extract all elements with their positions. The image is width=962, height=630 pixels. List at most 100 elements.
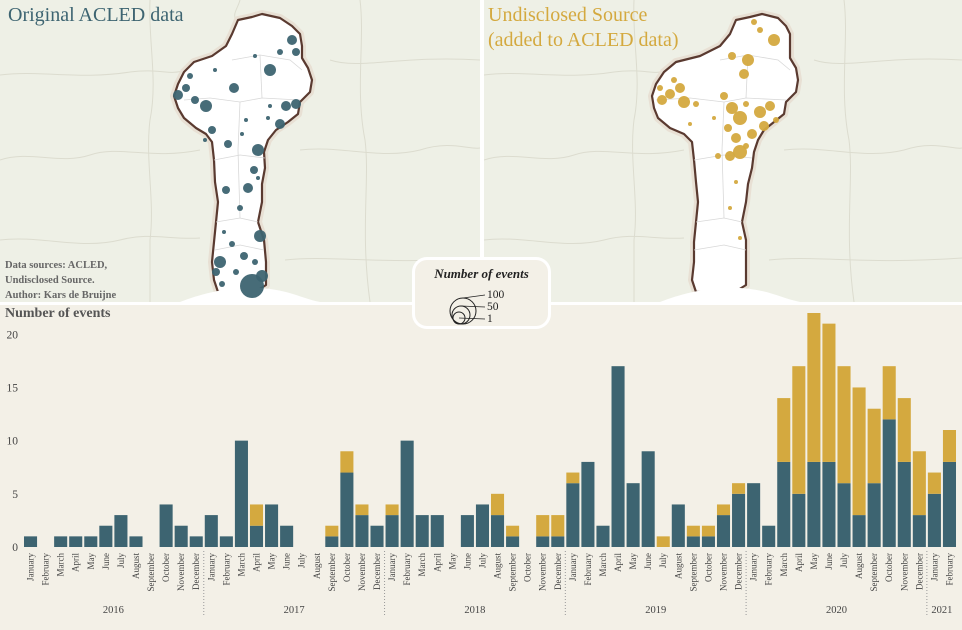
bar-undisclosed-source — [822, 323, 836, 462]
month-label: January — [929, 553, 939, 581]
bar-original-acled — [54, 536, 68, 547]
month-label: April — [71, 553, 81, 572]
bar-original-acled — [99, 525, 113, 547]
bar-original-acled — [942, 461, 956, 547]
map-undisclosed-source: Undisclosed Source (added to ACLED data) — [484, 0, 962, 302]
bar-undisclosed-source — [701, 525, 715, 537]
benin-map-undisclosed — [484, 0, 962, 302]
month-label: May — [86, 553, 96, 570]
bar-original-acled — [701, 536, 715, 547]
bar-original-acled — [506, 536, 520, 547]
month-label: May — [628, 553, 638, 570]
bar-undisclosed-source — [867, 408, 881, 484]
bar-original-acled — [430, 515, 444, 547]
month-label: October — [342, 553, 352, 582]
bar-original-acled — [114, 515, 128, 547]
bar-original-acled — [686, 536, 700, 547]
bar-original-acled — [400, 440, 414, 547]
data-credits: Data sources: ACLED, Undisclosed Source.… — [5, 258, 116, 302]
map-left-title: Original ACLED data — [8, 4, 184, 26]
map-right-title-line: (added to ACLED data) — [488, 29, 679, 51]
month-label: February — [944, 553, 954, 586]
bar-original-acled — [671, 504, 685, 547]
benin-map-original — [0, 0, 480, 302]
panel-divider — [480, 0, 484, 302]
bar-original-acled — [927, 493, 941, 547]
bar-original-acled — [581, 461, 595, 547]
bar-original-acled — [370, 525, 384, 547]
month-label: February — [583, 553, 593, 586]
month-label: January — [206, 553, 216, 581]
month-label: November — [357, 553, 367, 591]
bar-undisclosed-source — [716, 504, 731, 516]
bar-original-acled — [747, 483, 761, 547]
bar-original-acled — [475, 504, 489, 547]
month-label: July — [297, 553, 307, 569]
month-label: April — [252, 553, 262, 572]
month-label: June — [101, 553, 111, 570]
month-label: November — [899, 553, 909, 591]
bar-original-acled — [551, 536, 565, 547]
month-label: December — [914, 553, 924, 590]
month-label: January — [387, 553, 397, 581]
month-label: September — [869, 553, 879, 592]
bar-undisclosed-source — [837, 366, 851, 484]
bar-undisclosed-source — [732, 483, 746, 494]
month-label: August — [854, 553, 864, 580]
year-label: 2018 — [464, 605, 485, 616]
bar-original-acled — [234, 440, 248, 547]
bar-original-acled — [837, 483, 851, 547]
bar-original-acled — [822, 461, 836, 547]
month-label: February — [402, 553, 412, 586]
bar-original-acled — [716, 515, 731, 547]
month-label: October — [161, 553, 171, 582]
bar-undisclosed-source — [491, 493, 505, 516]
legend-value: 100 — [487, 289, 505, 301]
bar-original-acled — [129, 536, 143, 547]
map-right-title-line: Undisclosed Source — [488, 4, 648, 26]
bar-original-acled — [536, 536, 550, 547]
month-label: September — [327, 553, 337, 592]
bar-undisclosed-source — [506, 525, 520, 537]
y-tick-label: 0 — [12, 542, 18, 554]
bar-original-acled — [596, 525, 610, 547]
bar-undisclosed-source — [566, 472, 580, 484]
credits-line: Data sources: ACLED, — [5, 260, 108, 271]
year-label: 2021 — [931, 605, 952, 616]
bar-original-acled — [566, 483, 580, 547]
month-label: March — [417, 553, 427, 577]
month-label: September — [146, 553, 156, 592]
bar-undisclosed-source — [355, 504, 369, 516]
bar-original-acled — [867, 483, 881, 547]
month-label: December — [734, 553, 744, 590]
bar-undisclosed-source — [551, 515, 565, 537]
month-label: July — [839, 553, 849, 569]
month-label: June — [462, 553, 472, 570]
bar-undisclosed-source — [249, 504, 264, 526]
bar-original-acled — [265, 504, 279, 547]
month-label: January — [568, 553, 578, 581]
y-tick-label: 20 — [7, 329, 19, 341]
year-label: 2017 — [284, 605, 305, 616]
bar-original-acled — [355, 515, 369, 547]
bar-original-acled — [325, 536, 339, 547]
month-label: September — [688, 553, 698, 592]
bar-undisclosed-source — [897, 398, 911, 462]
month-label: May — [267, 553, 277, 570]
month-label: August — [493, 553, 503, 580]
bar-original-acled — [385, 515, 399, 547]
month-label: March — [236, 553, 246, 577]
legend-circles — [449, 294, 486, 325]
month-label: July — [477, 553, 487, 569]
credits-line: Author: Kars de Bruijne — [5, 290, 117, 301]
month-label: December — [553, 553, 563, 590]
year-label: 2019 — [645, 605, 666, 616]
y-tick-label: 5 — [12, 489, 18, 501]
bar-original-acled — [777, 461, 791, 547]
bar-original-acled — [84, 536, 98, 547]
bar-undisclosed-source — [340, 451, 354, 473]
bar-original-acled — [219, 536, 233, 547]
month-label: August — [312, 553, 322, 580]
bar-undisclosed-source — [882, 366, 896, 420]
month-label: May — [809, 553, 819, 570]
